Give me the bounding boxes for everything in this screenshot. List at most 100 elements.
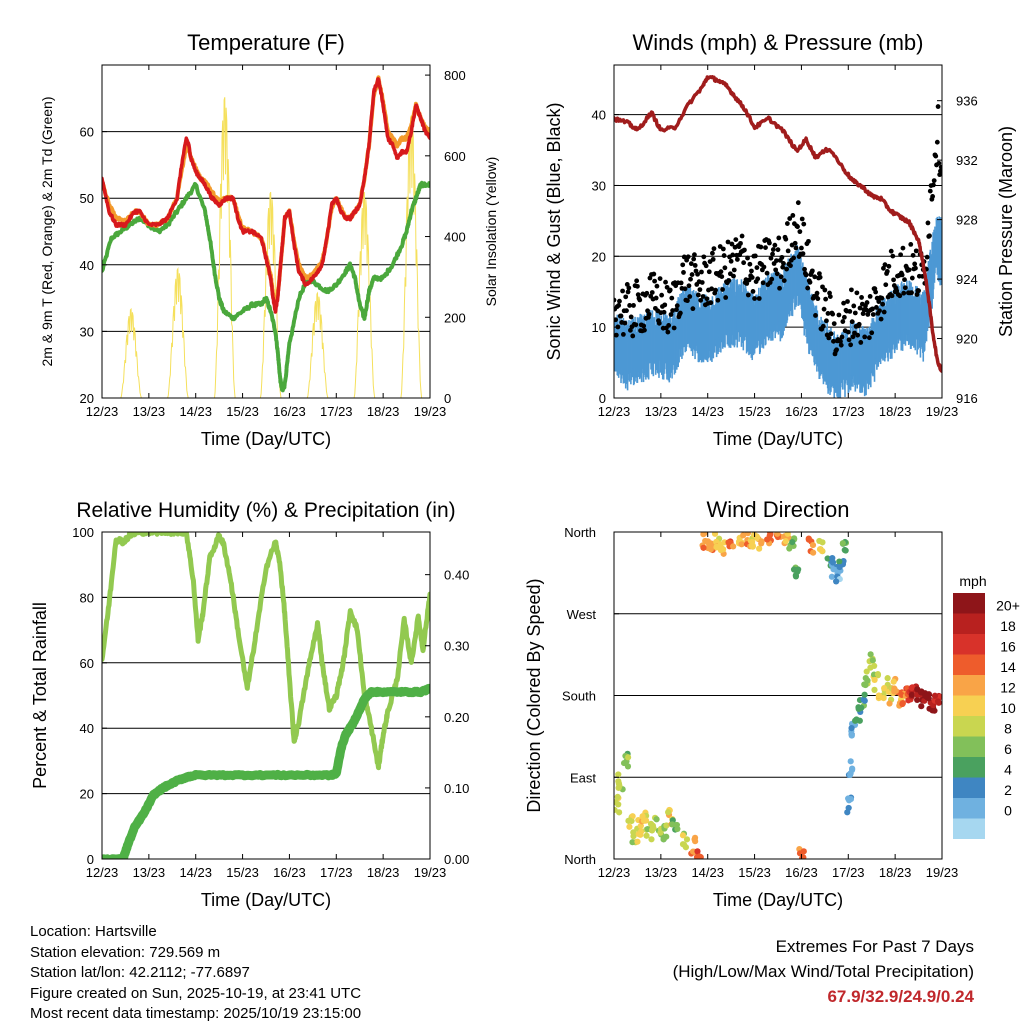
gust-point xyxy=(747,261,753,267)
gust-point xyxy=(882,262,888,268)
gust-point xyxy=(849,287,854,293)
humidity-plot-area xyxy=(102,532,430,859)
gust-point xyxy=(880,301,886,307)
gust-point xyxy=(646,311,652,317)
gust-point xyxy=(780,264,786,270)
wind-direction-point xyxy=(842,547,849,554)
wind-direction-point xyxy=(648,836,655,843)
wind-direction-point xyxy=(616,809,623,816)
x-tick-label: 12/23 xyxy=(598,404,631,419)
wind-direction-point xyxy=(818,547,826,555)
solar-insolation-day-4 xyxy=(306,291,329,398)
x-tick-label: 12/23 xyxy=(598,865,631,880)
x-tick-label: 15/23 xyxy=(226,865,259,880)
gust-point xyxy=(776,235,782,241)
x-tick-label: 15/23 xyxy=(738,404,771,419)
y-tick-label: 20 xyxy=(592,249,606,264)
wind-direction-point xyxy=(891,688,898,695)
recent-timestamp: Most recent data timestamp: 2025/10/19 2… xyxy=(30,1005,362,1022)
gust-point xyxy=(879,295,885,301)
wind-direction-point xyxy=(648,827,656,834)
y-tick-label: 100 xyxy=(72,525,94,540)
gust-point xyxy=(775,247,781,253)
gust-point xyxy=(738,240,743,246)
gust-point xyxy=(770,247,776,252)
wind-direction-point xyxy=(908,684,915,691)
wind-direction-point xyxy=(615,778,622,785)
y2-tick-label: 936 xyxy=(956,94,978,109)
wind-direction-point xyxy=(899,700,906,708)
legend-swatch xyxy=(953,736,985,757)
wind-direction-point xyxy=(782,538,789,545)
gust-point xyxy=(769,276,775,282)
gust-point xyxy=(691,256,697,262)
gust-point xyxy=(817,274,823,280)
wind-direction-point xyxy=(845,795,852,802)
humidity-ylabel: Percent & Total Rainfall xyxy=(30,602,50,789)
gust-point xyxy=(663,279,668,285)
gust-point xyxy=(839,334,845,340)
wind-direction-point xyxy=(881,685,888,692)
wind-direction-point xyxy=(635,831,642,838)
temperature-plot-area xyxy=(102,75,430,398)
x-tick-label: 13/23 xyxy=(645,865,678,880)
gust-point xyxy=(913,248,919,254)
temperature-frame xyxy=(101,64,431,399)
wind-direction-point xyxy=(795,566,802,573)
gust-point xyxy=(649,290,655,295)
wind-direction-point xyxy=(683,836,691,843)
wind-direction-point xyxy=(833,578,840,585)
gust-point xyxy=(687,294,693,299)
gust-point xyxy=(824,318,829,324)
gust-point xyxy=(870,306,875,312)
gust-point xyxy=(858,340,864,345)
wind_direction-plot-area xyxy=(614,532,942,859)
wind-direction-point xyxy=(861,697,868,704)
gust-point xyxy=(745,255,750,261)
wind-direction-point xyxy=(908,691,915,699)
wind-direction-point xyxy=(754,535,761,542)
x-tick-label: 14/23 xyxy=(179,865,212,880)
extremes-values: 67.9/32.9/24.9/0.24 xyxy=(827,987,974,1006)
y-tick-label: North xyxy=(564,525,596,540)
solar-insolation-day-0 xyxy=(120,307,142,398)
legend-swatch xyxy=(953,757,985,778)
figure-created: Figure created on Sun, 2025-10-19, at 23… xyxy=(30,984,362,1002)
wind-direction-point xyxy=(756,545,763,552)
gust-point xyxy=(924,254,930,260)
gust-point xyxy=(847,308,853,314)
gust-point xyxy=(719,274,725,279)
gust-point xyxy=(708,300,714,306)
gust-point xyxy=(822,287,828,293)
gust-point xyxy=(642,327,647,333)
y2-tick-label: 0.30 xyxy=(444,639,469,654)
wind-direction-point xyxy=(624,763,632,770)
wind-direction-point xyxy=(642,817,650,824)
solar-insolation-day-5 xyxy=(353,191,376,398)
gust-point xyxy=(666,323,672,328)
pressure-line xyxy=(614,75,942,373)
gust-point xyxy=(860,311,866,317)
wind-direction-point xyxy=(626,823,633,830)
gust-point xyxy=(669,295,675,301)
wind_direction-title: Wind Direction xyxy=(706,497,849,522)
wind-direction-point xyxy=(730,543,737,550)
y-tick-label: North xyxy=(564,852,596,867)
humidity-xlabel: Time (Day/UTC) xyxy=(201,890,331,910)
legend-swatch xyxy=(953,798,985,819)
wind-direction-point xyxy=(884,675,891,682)
gust-point xyxy=(631,303,636,308)
station-elevation: Station elevation: 729.569 m xyxy=(30,943,221,961)
gust-point xyxy=(665,329,671,335)
wind_direction-chart xyxy=(613,531,985,860)
gust-point xyxy=(739,233,745,239)
gust-point xyxy=(633,322,639,328)
wind-direction-point xyxy=(649,822,657,829)
gust-point xyxy=(645,308,650,314)
gust-point xyxy=(890,253,896,259)
legend-label: 2 xyxy=(1004,782,1012,798)
gust-point xyxy=(725,239,731,245)
x-tick-label: 19/23 xyxy=(926,404,959,419)
y-tick-label: South xyxy=(562,689,596,704)
wind-direction-point xyxy=(673,821,680,829)
